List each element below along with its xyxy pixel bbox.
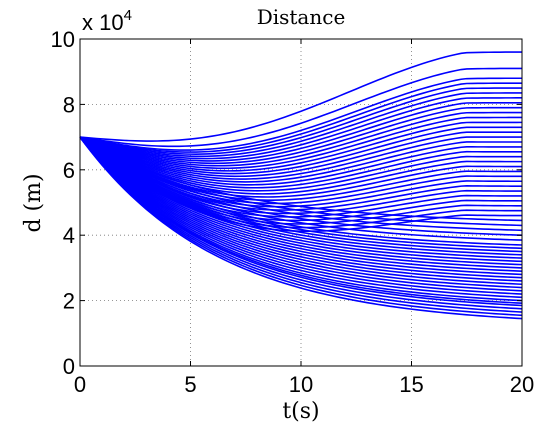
series-line (79, 136, 522, 225)
series-line (79, 136, 523, 195)
y-axis-label: d (m) (21, 173, 46, 232)
x-tick-label: 0 (74, 372, 86, 397)
x-axis-label: t(s) (282, 399, 319, 424)
series-line (79, 136, 522, 205)
series-line (79, 101, 523, 162)
x-tick-label: 20 (510, 372, 534, 397)
y-multiplier-exponent: 4 (124, 7, 132, 24)
series-line (79, 92, 523, 158)
series-line (79, 136, 523, 279)
series-line (79, 136, 523, 292)
series-line (79, 136, 523, 302)
y-tick-label: 8 (63, 92, 75, 117)
series-line (79, 106, 522, 165)
series-line (79, 136, 522, 211)
series-line (79, 136, 523, 317)
y-multiplier: x 104 (82, 7, 132, 35)
series-line (79, 136, 522, 218)
x-tick-label: 15 (399, 372, 423, 397)
series-line (79, 136, 522, 189)
series-line (79, 136, 523, 229)
series-line (79, 136, 523, 208)
series-line (79, 136, 523, 276)
chart-title: Distance (257, 5, 346, 29)
series-line (79, 116, 522, 170)
y-tick-label: 10 (51, 27, 75, 52)
series-line (79, 136, 523, 263)
series-line (79, 136, 523, 313)
series-lines (79, 51, 523, 320)
series-line (79, 136, 523, 305)
series-line (79, 51, 522, 142)
series-line (79, 136, 523, 289)
series-line (79, 136, 522, 180)
series-line (79, 136, 522, 233)
series-line (79, 136, 523, 286)
x-ticks: 0 5 10 15 20 (74, 39, 534, 397)
series-line (79, 136, 523, 269)
series-line (79, 67, 522, 148)
series-line (79, 136, 523, 266)
y-tick-label: 4 (63, 223, 75, 248)
y-tick-label: 2 (63, 289, 75, 314)
series-line (79, 136, 523, 272)
series-line (79, 136, 523, 201)
x-tick-label: 5 (184, 372, 196, 397)
series-line (79, 136, 523, 282)
series-line (79, 126, 522, 175)
y-ticks: 0 2 4 6 8 10 (51, 27, 522, 379)
y-tick-label: 0 (63, 354, 75, 379)
y-multiplier-base: x 10 (82, 10, 124, 35)
series-line (79, 82, 523, 153)
series-line (79, 136, 523, 295)
series-line (79, 111, 523, 167)
x-tick-label: 10 (289, 372, 313, 397)
series-line (79, 136, 523, 310)
series-line (79, 121, 523, 172)
series-line (79, 136, 522, 186)
series-line (79, 136, 523, 299)
series-line (79, 136, 522, 198)
series-line (79, 77, 522, 151)
series-line (79, 136, 522, 215)
series-line (79, 136, 523, 222)
series-line (79, 136, 523, 320)
y-tick-label: 6 (63, 158, 75, 183)
series-line (79, 136, 522, 183)
series-line (79, 97, 522, 160)
series-line (79, 131, 522, 178)
series-line (79, 136, 522, 192)
series-line (79, 87, 522, 155)
